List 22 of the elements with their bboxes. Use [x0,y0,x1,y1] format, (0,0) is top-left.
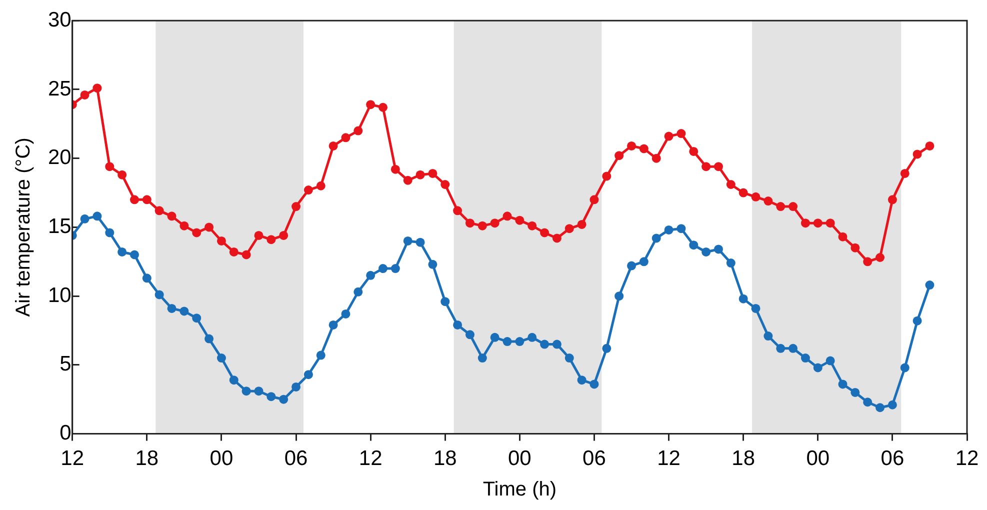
y-tick-label: 30 [48,8,72,32]
y-tick-label: 25 [48,77,72,100]
y-axis-title: Air temperature (°C) [12,138,35,317]
y-tick-label: 20 [48,146,72,170]
x-tick-label: 18 [433,447,457,470]
x-tick-label: 18 [732,447,756,470]
x-tick-label: 00 [806,447,830,470]
x-tick-label: 12 [955,447,979,470]
x-tick-label: 06 [284,447,308,470]
x-tick-label: 12 [657,447,680,470]
x-tick-label: 06 [880,447,904,470]
y-tick-label: 15 [48,214,72,238]
x-tick-label: 18 [135,447,159,470]
y-tick-label: 10 [48,284,72,307]
x-tick-label: 00 [210,447,234,470]
x-axis-title: Time (h) [482,478,557,501]
y-tick-label: 0 [60,422,72,445]
y-tick-label: 5 [60,352,72,376]
x-tick-label: 00 [508,447,532,470]
x-tick-label: 12 [60,447,84,470]
x-tick-label: 06 [582,447,606,470]
x-tick-label: 12 [358,447,382,470]
